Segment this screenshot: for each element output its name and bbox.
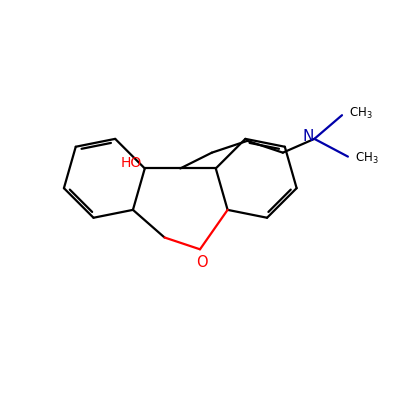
Text: N: N xyxy=(303,129,314,144)
Text: O: O xyxy=(196,255,208,270)
Text: HO: HO xyxy=(120,156,142,170)
Text: CH$_3$: CH$_3$ xyxy=(349,106,373,121)
Text: CH$_3$: CH$_3$ xyxy=(355,151,379,166)
